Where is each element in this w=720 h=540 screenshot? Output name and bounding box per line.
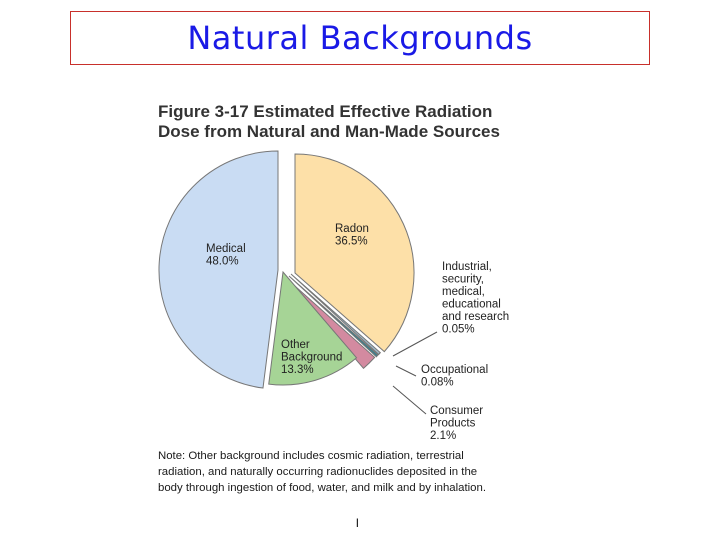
slice-label-medical: Medical 48.0% [206, 243, 246, 268]
leader-line-occupational [395, 365, 417, 377]
note-line-3: body through ingestion of food, water, a… [158, 482, 487, 494]
note-line-1: Note: Other background includes cosmic r… [158, 450, 464, 462]
pie-slice-radon [294, 153, 415, 353]
note-line-2: radiation, and naturally occurring radio… [158, 466, 478, 478]
figure-title-line-2: Dose from Natural and Man-Made Sources [158, 122, 500, 141]
slide-title: Natural Backgrounds [187, 19, 533, 57]
slice-label-industrial: Industrial, security, medical, educational a… [442, 261, 509, 336]
page-number: l [356, 516, 359, 530]
pie-slice-industrial [290, 273, 382, 356]
leader-line-industrial [392, 331, 438, 357]
slide-title-box: Natural Backgrounds [70, 11, 650, 65]
slice-label-radon: Radon 36.5% [335, 223, 369, 248]
leader-line-consumer [392, 385, 427, 415]
figure-title: Figure 3-17 Estimated Effective Radiatio… [158, 102, 558, 142]
figure-note: Note: Other background includes cosmic r… [158, 448, 578, 496]
figure-title-line-1: Figure 3-17 Estimated Effective Radiatio… [158, 102, 493, 121]
slice-label-consumer: Consumer Products 2.1% [430, 405, 483, 442]
slice-label-other-background: Other Background 13.3% [281, 339, 342, 376]
pie-slice-other-background [268, 270, 358, 386]
pie-slice-occupational [288, 275, 379, 358]
slice-label-occupational: Occupational 0.08% [421, 364, 488, 389]
pie-slice-medical [158, 150, 279, 389]
